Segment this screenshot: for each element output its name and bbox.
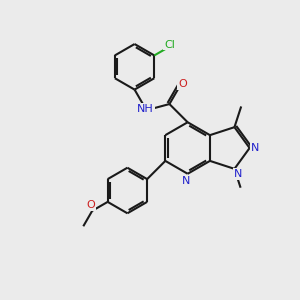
Text: N: N	[251, 143, 260, 153]
Text: Cl: Cl	[164, 40, 175, 50]
Text: NH: NH	[137, 104, 154, 114]
Text: O: O	[178, 79, 187, 89]
Text: N: N	[234, 169, 243, 179]
Text: N: N	[182, 176, 190, 186]
Text: O: O	[87, 200, 96, 210]
